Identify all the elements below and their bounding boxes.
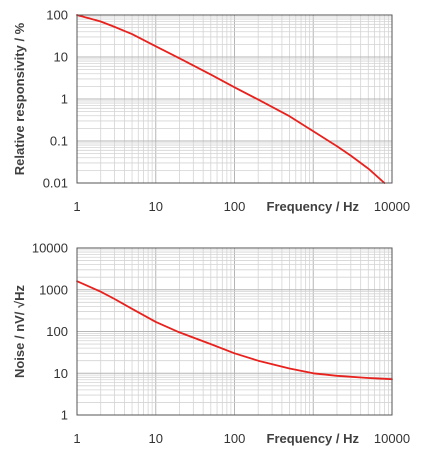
responsivity-gridlines [77,15,392,183]
responsivity-curve [76,14,386,184]
responsivity-y-tick-label: 0.01 [43,176,68,191]
noise-x-axis-label: Frequency / Hz [267,431,360,446]
noise-x-tick-label: 100 [224,431,246,446]
responsivity-plot-frame [76,14,393,184]
responsivity-x-axis-label: Frequency / Hz [267,199,360,214]
noise-ticks: 1 10 100 10000 10000 1000 100 10 1 [32,241,410,447]
noise-y-tick-label: 10000 [32,241,68,256]
responsivity-x-tick-label: 1 [73,199,80,214]
noise-plot-frame [76,247,393,416]
noise-x-tick-label: 1 [73,431,80,446]
noise-x-tick-label: 10000 [374,431,410,446]
noise-y-tick-label: 100 [46,324,68,339]
noise-x-tick-label: 10 [149,431,163,446]
responsivity-y-axis-label: Relative responsivity / % [12,22,27,175]
chart-noise: 1 10 100 10000 10000 1000 100 10 1 Frequency / H… [12,241,410,447]
responsivity-y-tick-label: 100 [46,8,68,23]
responsivity-y-tick-label: 10 [54,50,68,65]
noise-y-tick-label: 10 [54,366,68,381]
responsivity-y-tick-label: 1 [61,92,68,107]
responsivity-ticks: 1 10 100 10000 100 10 1 0.1 0.01 [43,8,410,215]
responsivity-y-tick-label: 0.1 [50,134,68,149]
noise-curve [76,280,393,381]
noise-y-tick-label: 1 [61,408,68,423]
noise-y-tick-label: 1000 [39,282,68,297]
noise-y-axis-label: Noise / nV/ √Hz [12,284,27,378]
responsivity-x-tick-label: 10 [149,199,163,214]
responsivity-x-tick-label: 10000 [374,199,410,214]
responsivity-x-tick-label: 100 [224,199,246,214]
noise-gridlines [77,248,392,415]
